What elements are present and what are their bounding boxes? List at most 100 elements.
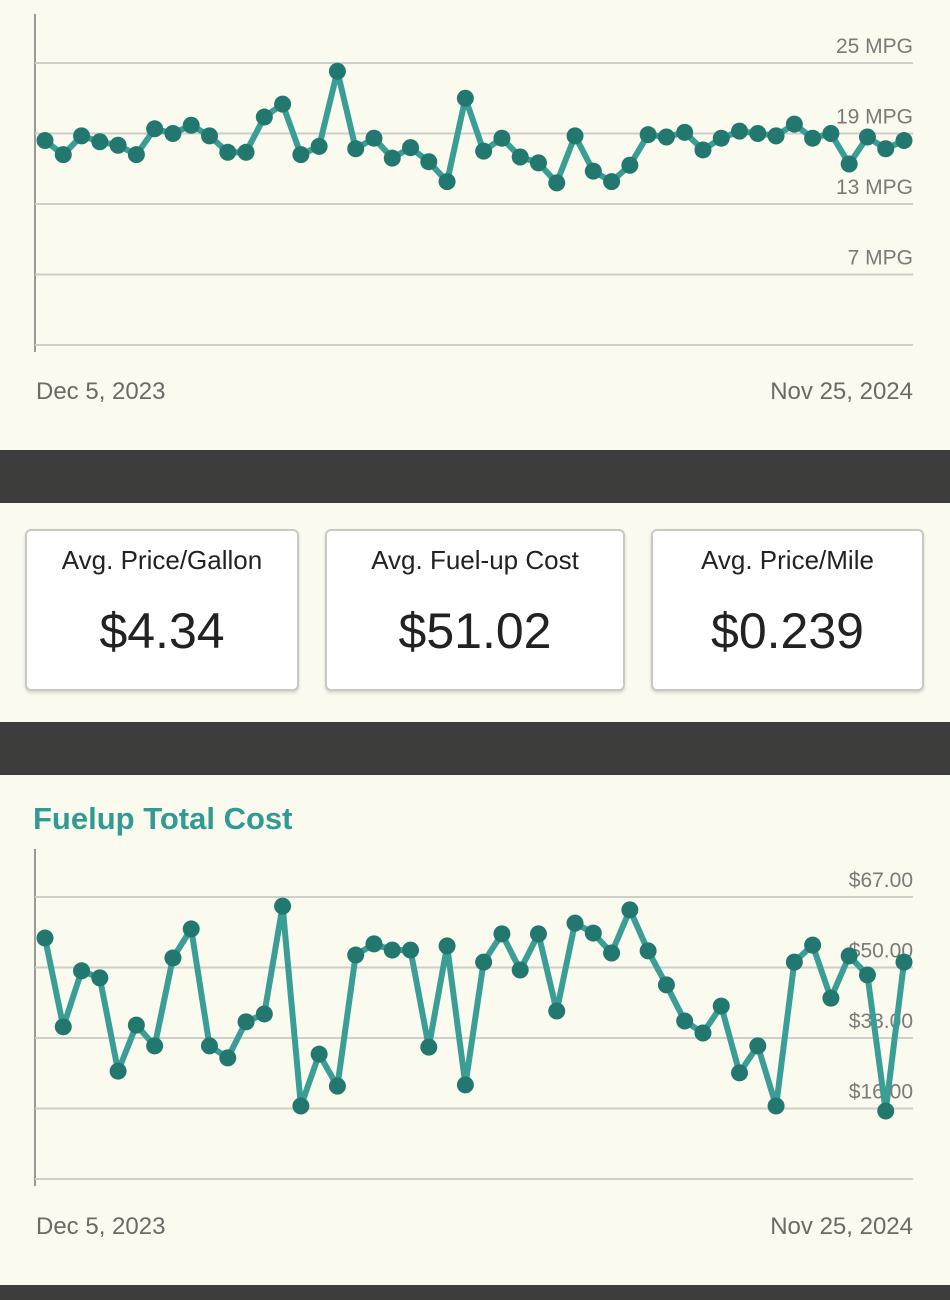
data-point [584,162,602,180]
data-point [292,1097,310,1115]
stat-card: Avg. Fuel-up Cost $51.02 [325,529,625,691]
data-point [438,173,456,191]
data-point [511,961,529,979]
y-tick-label: $67.00 [849,869,913,892]
data-point [493,129,511,147]
data-point [767,1097,785,1115]
data-point [420,153,438,171]
data-point [200,127,218,145]
data-point [219,143,237,161]
data-point [529,154,547,172]
data-point [639,126,657,144]
data-point [712,129,730,147]
stat-card: Avg. Price/Mile $0.239 [651,529,924,691]
y-tick-label: 13 MPG [836,176,913,199]
stat-card: Avg. Price/Gallon $4.34 [25,529,299,691]
data-point [767,127,785,145]
divider [0,1285,950,1300]
data-point [365,129,383,147]
data-point [731,1064,749,1082]
data-point [127,146,145,164]
data-point [36,132,54,150]
divider [0,450,950,503]
data-point [621,901,639,919]
data-point [274,95,292,113]
data-point [566,127,584,145]
data-point [639,942,657,960]
x-tick-label: Nov 25, 2024 [770,1213,913,1240]
data-point [274,897,292,915]
data-point [603,173,621,191]
data-point [877,140,895,158]
y-tick-label: $50.00 [849,939,913,962]
data-point [694,141,712,159]
data-point [475,953,493,971]
y-tick-label: 7 MPG [848,247,913,270]
data-point [237,143,255,161]
data-point [255,1005,273,1023]
data-point [657,128,675,146]
data-point [840,155,858,173]
data-point [146,120,164,138]
data-point [109,136,127,154]
data-point [164,949,182,967]
data-point [676,1012,694,1030]
data-point [73,127,91,145]
data-point [127,1016,145,1034]
data-point [255,108,273,126]
data-point [292,146,310,164]
data-point [749,125,767,142]
data-point [822,989,840,1007]
data-point [529,925,547,943]
data-point [475,142,493,160]
data-point [676,123,694,141]
stat-value: $51.02 [398,603,552,659]
data-point [347,140,365,158]
cost-chart: Fuelup Total Cost$16.00$33.00$50.00$67.0… [33,801,913,1240]
data-point [895,132,913,150]
data-point [731,122,749,140]
data-point [456,1076,474,1094]
mpg-chart: 7 MPG 13 MPG 19 MPG 25 MPG Dec 5, 2023 Nov 25… [34,14,913,405]
data-point [36,929,54,947]
stat-label: Avg. Price/Mile [701,545,874,575]
data-point [548,1002,566,1020]
y-tick-label: $33.00 [849,1010,913,1033]
data-point [365,935,383,953]
y-tick-label: 25 MPG [836,35,913,58]
x-tick-label: Dec 5, 2023 [36,1213,165,1240]
data-point [712,997,730,1015]
data-point [219,1049,237,1067]
data-point [420,1038,438,1056]
data-point [438,937,456,955]
data-point [91,133,109,151]
data-point [621,156,639,174]
data-point [109,1062,127,1080]
stat-value: $4.34 [99,603,225,659]
chart-title: Fuelup Total Cost [33,801,292,836]
data-point [804,129,822,147]
data-point [749,1037,767,1055]
data-point [493,925,511,943]
data-point [858,128,876,146]
data-point [584,924,602,942]
data-point [182,920,200,938]
data-point [91,969,109,987]
x-tick-label: Dec 5, 2023 [36,378,165,405]
data-point [877,1102,895,1120]
data-point [785,115,803,133]
stat-label: Avg. Price/Gallon [61,545,263,575]
data-point [164,125,182,142]
data-point [694,1024,712,1042]
data-point [566,914,584,932]
data-point [310,137,328,155]
data-point [548,174,566,192]
data-point [328,1077,346,1095]
data-point [402,139,420,157]
data-point [310,1045,328,1063]
data-point [822,125,840,142]
data-point [402,941,420,959]
data-point [347,946,365,964]
data-point [511,148,529,166]
